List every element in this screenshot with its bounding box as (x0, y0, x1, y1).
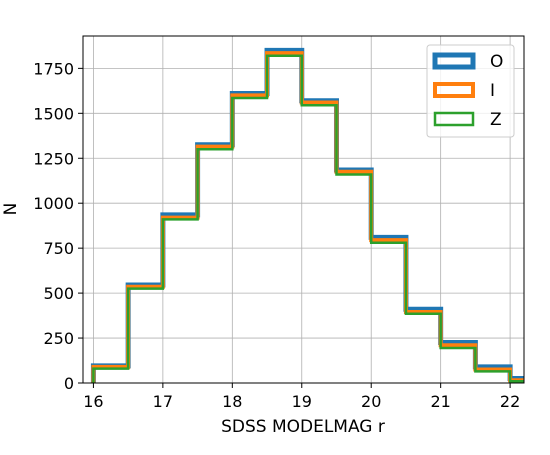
x-tick-label: 20 (361, 392, 381, 411)
y-tick-label: 750 (43, 239, 74, 258)
legend: OIZ (426, 44, 515, 138)
x-tick-label: 19 (292, 392, 312, 411)
plot-frame (82, 35, 525, 384)
legend-swatch-z (433, 111, 475, 127)
y-tick-label: 1250 (33, 149, 74, 168)
y-tick-label: 500 (43, 284, 74, 303)
x-tick-label: 18 (222, 392, 242, 411)
y-tick-label: 1750 (33, 59, 74, 78)
legend-swatch-i (433, 82, 475, 98)
legend-swatch-o (432, 52, 476, 70)
y-tick-label: 0 (64, 374, 74, 393)
y-axis-label: N (1, 203, 21, 216)
x-tick-label: 21 (430, 392, 450, 411)
legend-label-z: Z (490, 110, 502, 130)
y-tick-label: 1500 (33, 104, 74, 123)
series-z-step (92, 54, 524, 383)
y-tick-label: 250 (43, 329, 74, 348)
x-tick-label: 17 (153, 392, 173, 411)
x-axis-ticks: 16 17 18 19 20 21 22 (83, 383, 520, 411)
y-axis-ticks: 0 250 500 750 1000 1250 1500 1750 (33, 59, 83, 393)
legend-label-i: I (490, 81, 495, 101)
series-layer (90, 47, 524, 383)
x-tick-label: 16 (83, 392, 103, 411)
x-tick-label: 22 (500, 392, 520, 411)
y-tick-label: 1000 (33, 194, 74, 213)
legend-label-o: O (490, 52, 503, 72)
x-axis-label: SDSS MODELMAG r (221, 417, 385, 437)
